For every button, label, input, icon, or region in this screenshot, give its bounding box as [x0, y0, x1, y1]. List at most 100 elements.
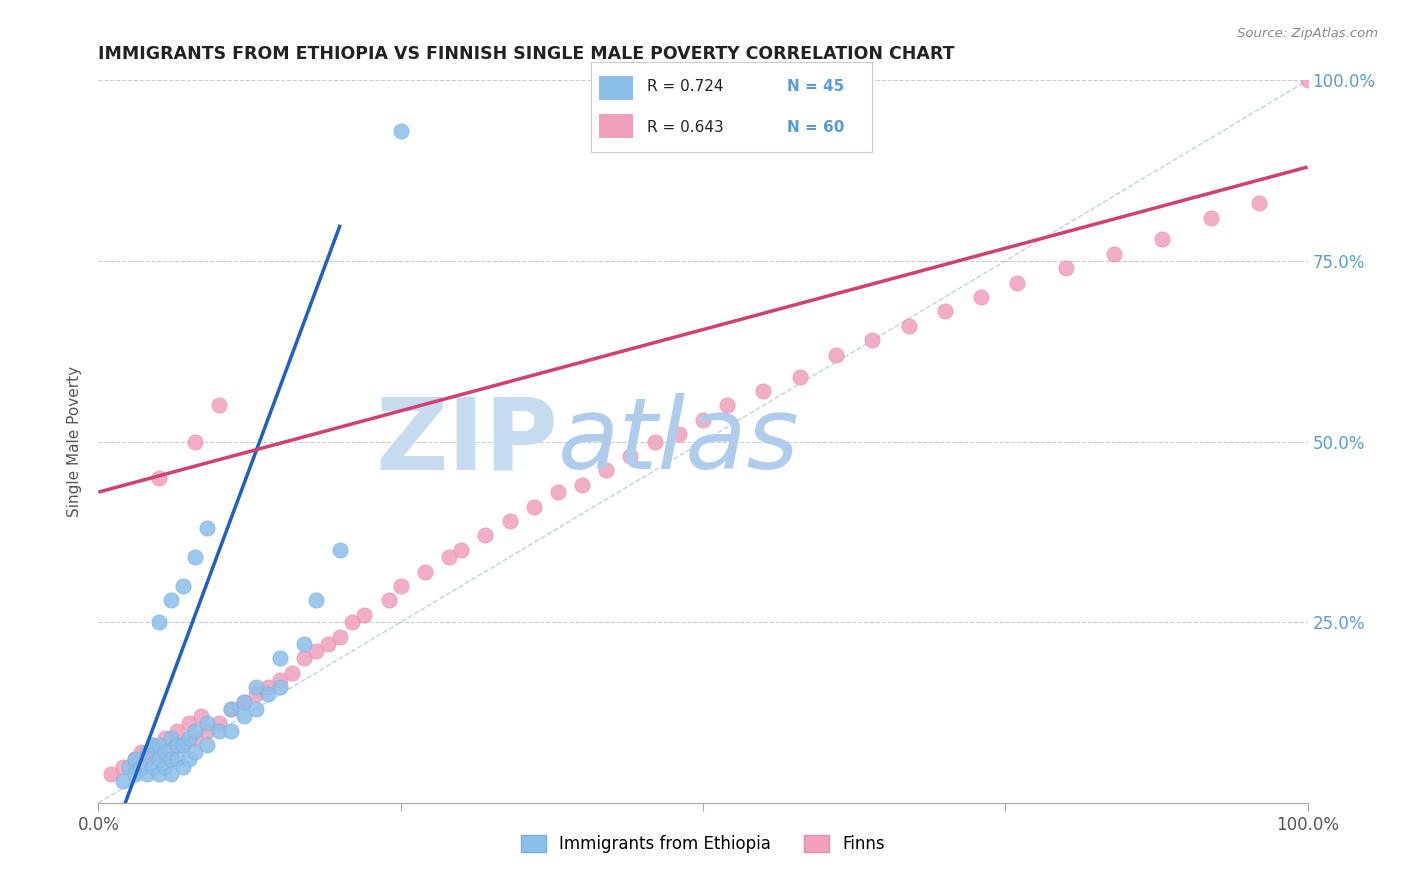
Point: [316, 637, 339, 651]
Text: atlas: atlas: [558, 393, 800, 490]
Point: [245, 687, 267, 701]
Point: [124, 752, 146, 766]
Point: [148, 745, 170, 759]
Text: N = 45: N = 45: [787, 79, 845, 95]
Point: [142, 738, 165, 752]
Point: [153, 760, 176, 774]
Point: [281, 665, 304, 680]
Point: [245, 702, 267, 716]
Point: [292, 651, 315, 665]
Point: [148, 767, 170, 781]
Point: [644, 434, 666, 449]
Point: [329, 630, 352, 644]
Point: [135, 767, 157, 781]
Point: [129, 760, 152, 774]
Point: [474, 528, 496, 542]
Point: [172, 738, 194, 752]
Point: [232, 695, 254, 709]
Point: [184, 745, 207, 759]
Point: [179, 731, 201, 745]
Point: [142, 738, 165, 752]
Point: [1102, 246, 1125, 260]
Point: [269, 673, 291, 687]
Point: [195, 716, 218, 731]
Text: Source: ZipAtlas.com: Source: ZipAtlas.com: [1237, 27, 1378, 40]
Point: [498, 514, 520, 528]
Point: [221, 702, 243, 716]
Legend: Immigrants from Ethiopia, Finns: Immigrants from Ethiopia, Finns: [515, 828, 891, 860]
Point: [135, 745, 157, 759]
Point: [256, 680, 278, 694]
Point: [166, 738, 188, 752]
Point: [897, 318, 920, 333]
Point: [172, 738, 194, 752]
Point: [184, 434, 207, 449]
Point: [184, 550, 207, 565]
Point: [221, 723, 243, 738]
Point: [437, 550, 460, 565]
Point: [118, 760, 141, 774]
Point: [208, 398, 231, 412]
Point: [221, 702, 243, 716]
Point: [305, 593, 328, 607]
Point: [389, 579, 412, 593]
Point: [413, 565, 436, 579]
Point: [245, 680, 267, 694]
Text: ZIP: ZIP: [375, 393, 558, 490]
Point: [668, 427, 690, 442]
Point: [195, 521, 218, 535]
Point: [195, 723, 218, 738]
Point: [377, 593, 399, 607]
Point: [523, 500, 546, 514]
Point: [292, 637, 315, 651]
Text: N = 60: N = 60: [787, 120, 845, 135]
Point: [160, 752, 183, 766]
Point: [172, 760, 194, 774]
FancyBboxPatch shape: [599, 114, 633, 138]
Point: [571, 478, 593, 492]
Point: [142, 760, 165, 774]
Point: [547, 485, 569, 500]
Point: [184, 723, 207, 738]
Point: [619, 449, 641, 463]
Point: [179, 752, 201, 766]
Point: [825, 348, 848, 362]
Point: [256, 687, 278, 701]
Point: [232, 695, 254, 709]
Point: [692, 413, 714, 427]
Point: [353, 607, 375, 622]
Point: [970, 290, 993, 304]
Point: [148, 752, 170, 766]
Point: [111, 760, 134, 774]
Point: [716, 398, 738, 412]
Point: [1007, 276, 1029, 290]
Point: [208, 716, 231, 731]
Point: [124, 752, 146, 766]
Point: [389, 124, 412, 138]
Point: [595, 463, 617, 477]
Point: [100, 767, 122, 781]
Point: [153, 745, 176, 759]
Point: [190, 709, 212, 723]
Point: [160, 767, 183, 781]
Point: [1249, 196, 1271, 211]
Point: [1054, 261, 1077, 276]
Point: [172, 579, 194, 593]
Point: [148, 470, 170, 484]
Point: [232, 709, 254, 723]
Point: [148, 615, 170, 630]
Point: [1199, 211, 1222, 225]
Point: [752, 384, 775, 398]
Y-axis label: Single Male Poverty: Single Male Poverty: [67, 366, 83, 517]
Point: [329, 542, 352, 557]
Point: [342, 615, 364, 630]
Point: [305, 644, 328, 658]
Point: [160, 745, 183, 759]
Point: [860, 334, 883, 348]
Text: R = 0.724: R = 0.724: [647, 79, 723, 95]
Point: [789, 369, 811, 384]
Point: [269, 680, 291, 694]
Point: [160, 731, 183, 745]
Point: [179, 716, 201, 731]
Point: [111, 774, 134, 789]
